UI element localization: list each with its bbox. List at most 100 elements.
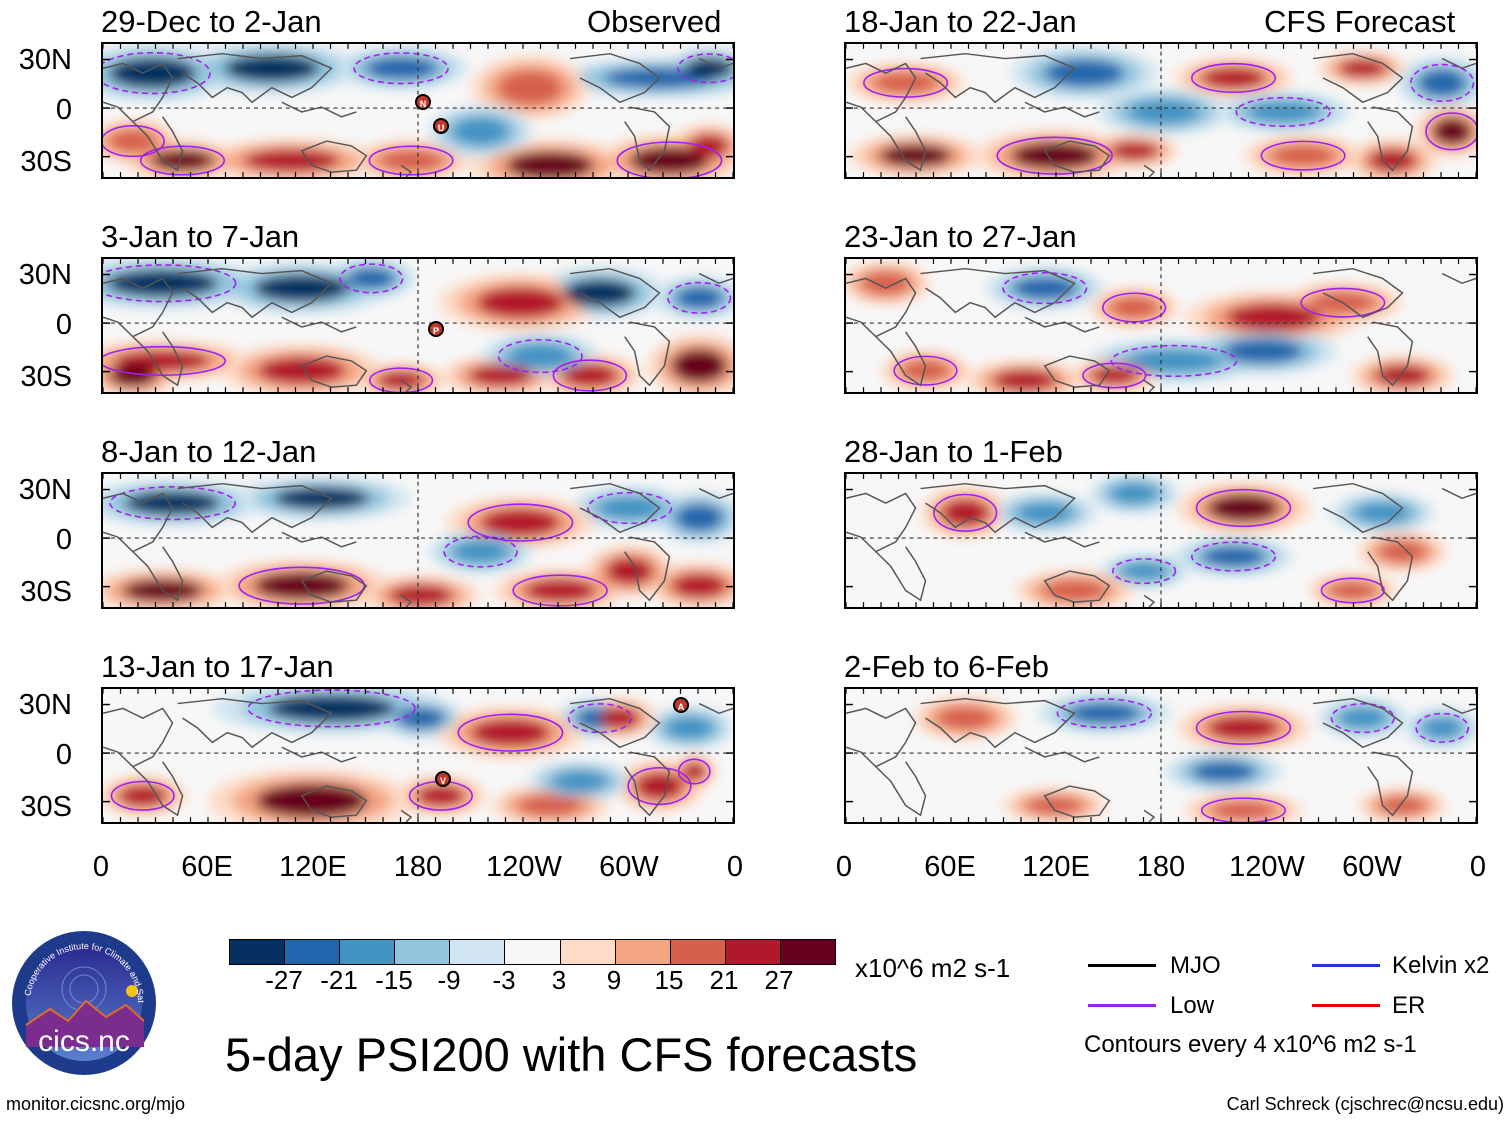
coastline bbox=[400, 809, 413, 822]
panel-title: 28-Jan to 1-Feb bbox=[844, 434, 1063, 469]
low-contour bbox=[1002, 272, 1088, 305]
low-contour bbox=[1191, 541, 1277, 572]
colorbar-units: x10^6 m2 s-1 bbox=[855, 953, 1011, 983]
anomaly-core bbox=[879, 143, 952, 168]
lon-label: 60W bbox=[1342, 851, 1402, 883]
footer-url[interactable]: monitor.cicsnc.org/mjo bbox=[6, 1094, 186, 1114]
coastline bbox=[698, 57, 733, 70]
panel-title: 3-Jan to 7-Jan bbox=[101, 219, 300, 254]
anomaly-core bbox=[1191, 760, 1256, 783]
lon-label: 120E bbox=[279, 851, 347, 883]
lat-label: 30N bbox=[18, 259, 72, 291]
map-panel bbox=[101, 687, 735, 824]
coastline bbox=[400, 379, 413, 392]
lon-label: 60E bbox=[924, 851, 976, 883]
coastline bbox=[1367, 321, 1414, 387]
anomaly-core bbox=[1422, 716, 1463, 739]
coastline bbox=[300, 355, 368, 388]
panel-title: 18-Jan to 22-Jan bbox=[844, 4, 1077, 39]
coastline bbox=[698, 272, 733, 285]
map-panel bbox=[101, 472, 735, 609]
coastline bbox=[132, 761, 184, 817]
map-panel bbox=[844, 257, 1478, 394]
anomaly-core bbox=[1211, 801, 1276, 820]
coastline bbox=[920, 52, 1076, 104]
colorbar-swatch bbox=[669, 940, 725, 964]
anomaly-core bbox=[1418, 68, 1467, 97]
lat-label: 30N bbox=[18, 474, 72, 506]
lon-label: 180 bbox=[1136, 851, 1186, 883]
anomaly-core bbox=[508, 343, 573, 369]
storm-marker[interactable]: V bbox=[435, 771, 451, 787]
anomaly-core bbox=[256, 783, 368, 818]
low-contour bbox=[353, 52, 449, 85]
low-contour bbox=[103, 125, 165, 158]
colorbar-tick-label: 27 bbox=[764, 965, 794, 995]
contour-note: Contours every 4 x10^6 m2 s-1 bbox=[1084, 1031, 1417, 1058]
anomaly-core bbox=[1090, 366, 1139, 385]
anomaly-core bbox=[1378, 540, 1427, 563]
anomaly-core bbox=[1026, 796, 1083, 815]
anomaly-core bbox=[224, 54, 320, 83]
coastline bbox=[1043, 355, 1111, 388]
colorbar-tick-label: 21 bbox=[709, 965, 739, 995]
low-contour bbox=[103, 264, 237, 303]
coastline bbox=[1143, 809, 1156, 822]
coastline bbox=[624, 536, 671, 602]
colorbar-tick-label: 15 bbox=[654, 965, 684, 995]
colorbar-tick-label: -9 bbox=[437, 965, 461, 995]
low-contour bbox=[110, 780, 175, 811]
map-panel bbox=[844, 687, 1478, 824]
anomaly-core bbox=[1271, 144, 1335, 167]
anomaly-core bbox=[1120, 561, 1168, 581]
coastline bbox=[177, 52, 333, 104]
anomaly-core bbox=[564, 278, 636, 307]
lat-label: 30N bbox=[18, 44, 72, 76]
observed-label: Observed bbox=[587, 4, 722, 39]
coastline bbox=[920, 482, 1076, 534]
storm-marker[interactable]: A bbox=[673, 697, 689, 713]
legend-mjo-label: MJO bbox=[1170, 952, 1221, 979]
storm-marker[interactable]: P bbox=[428, 321, 444, 337]
coastline bbox=[1143, 594, 1156, 607]
colorbar-swatch bbox=[230, 940, 285, 964]
anomaly-core bbox=[389, 584, 453, 607]
cics-logo[interactable]: cics.nc Cooperative Institute for Climat… bbox=[7, 921, 158, 1077]
low-contour bbox=[109, 486, 236, 521]
footer-credit: Carl Schreck (cjschrec@ncsu.edu) bbox=[1226, 1094, 1504, 1114]
lat-label: 30S bbox=[20, 791, 72, 823]
coastline bbox=[300, 785, 368, 818]
anomaly-core bbox=[605, 557, 654, 586]
anomaly-core bbox=[1068, 702, 1141, 725]
lat-label: 0 bbox=[55, 94, 72, 126]
anomaly-core bbox=[1338, 707, 1387, 729]
coastline bbox=[875, 331, 927, 387]
low-contour bbox=[616, 141, 723, 177]
coastline bbox=[875, 761, 927, 817]
low-contour bbox=[587, 491, 673, 525]
anomaly-core bbox=[480, 508, 561, 537]
anomaly-core bbox=[106, 269, 219, 298]
low-contour bbox=[368, 145, 454, 176]
colorbar-tick-label: -3 bbox=[492, 965, 516, 995]
anomaly-core bbox=[365, 56, 437, 80]
anomaly-core bbox=[452, 540, 509, 564]
coastline bbox=[1043, 570, 1111, 603]
coastline bbox=[846, 492, 917, 553]
legend-kelvin-line bbox=[1312, 964, 1380, 967]
coastline bbox=[300, 140, 368, 173]
coastline bbox=[624, 106, 671, 172]
storm-marker[interactable]: N bbox=[415, 94, 431, 110]
anomaly-core bbox=[665, 716, 714, 740]
coastline bbox=[1024, 316, 1100, 333]
anomaly-core bbox=[901, 359, 950, 382]
anomaly-core bbox=[1126, 349, 1222, 373]
low-contour bbox=[457, 713, 564, 752]
anomaly-core bbox=[993, 369, 1057, 392]
anomaly-core bbox=[1223, 338, 1304, 364]
storm-marker[interactable]: U bbox=[433, 118, 449, 134]
coastline bbox=[698, 487, 733, 500]
low-contour bbox=[1102, 292, 1167, 323]
anomaly-core bbox=[347, 267, 396, 290]
colorbar-swatch bbox=[504, 940, 560, 964]
